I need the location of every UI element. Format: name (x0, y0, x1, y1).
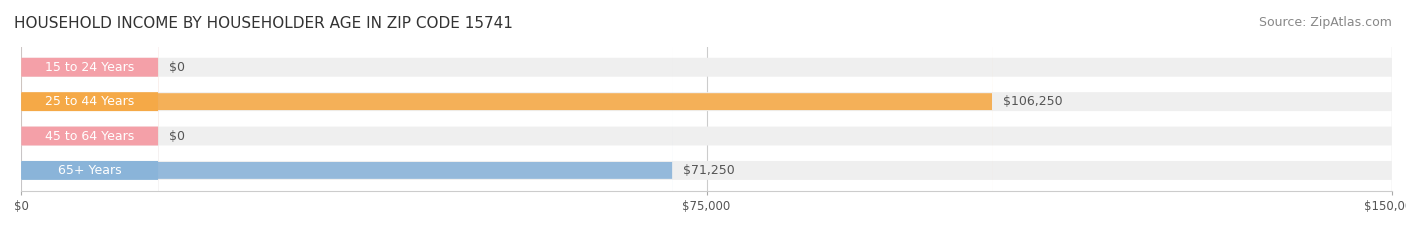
FancyBboxPatch shape (21, 0, 672, 233)
Text: Source: ZipAtlas.com: Source: ZipAtlas.com (1258, 16, 1392, 29)
FancyBboxPatch shape (21, 0, 993, 233)
Text: 45 to 64 Years: 45 to 64 Years (45, 130, 134, 143)
FancyBboxPatch shape (21, 0, 1392, 233)
Text: 15 to 24 Years: 15 to 24 Years (45, 61, 134, 74)
Text: $106,250: $106,250 (1002, 95, 1063, 108)
Text: 65+ Years: 65+ Years (58, 164, 121, 177)
Text: $71,250: $71,250 (683, 164, 735, 177)
Text: HOUSEHOLD INCOME BY HOUSEHOLDER AGE IN ZIP CODE 15741: HOUSEHOLD INCOME BY HOUSEHOLDER AGE IN Z… (14, 16, 513, 31)
FancyBboxPatch shape (21, 0, 1392, 233)
FancyBboxPatch shape (21, 0, 159, 233)
Text: 25 to 44 Years: 25 to 44 Years (45, 95, 134, 108)
FancyBboxPatch shape (21, 0, 1392, 233)
Text: $0: $0 (169, 130, 186, 143)
FancyBboxPatch shape (21, 0, 159, 233)
FancyBboxPatch shape (21, 0, 159, 233)
Text: $0: $0 (169, 61, 186, 74)
FancyBboxPatch shape (21, 0, 159, 233)
FancyBboxPatch shape (21, 0, 1392, 233)
